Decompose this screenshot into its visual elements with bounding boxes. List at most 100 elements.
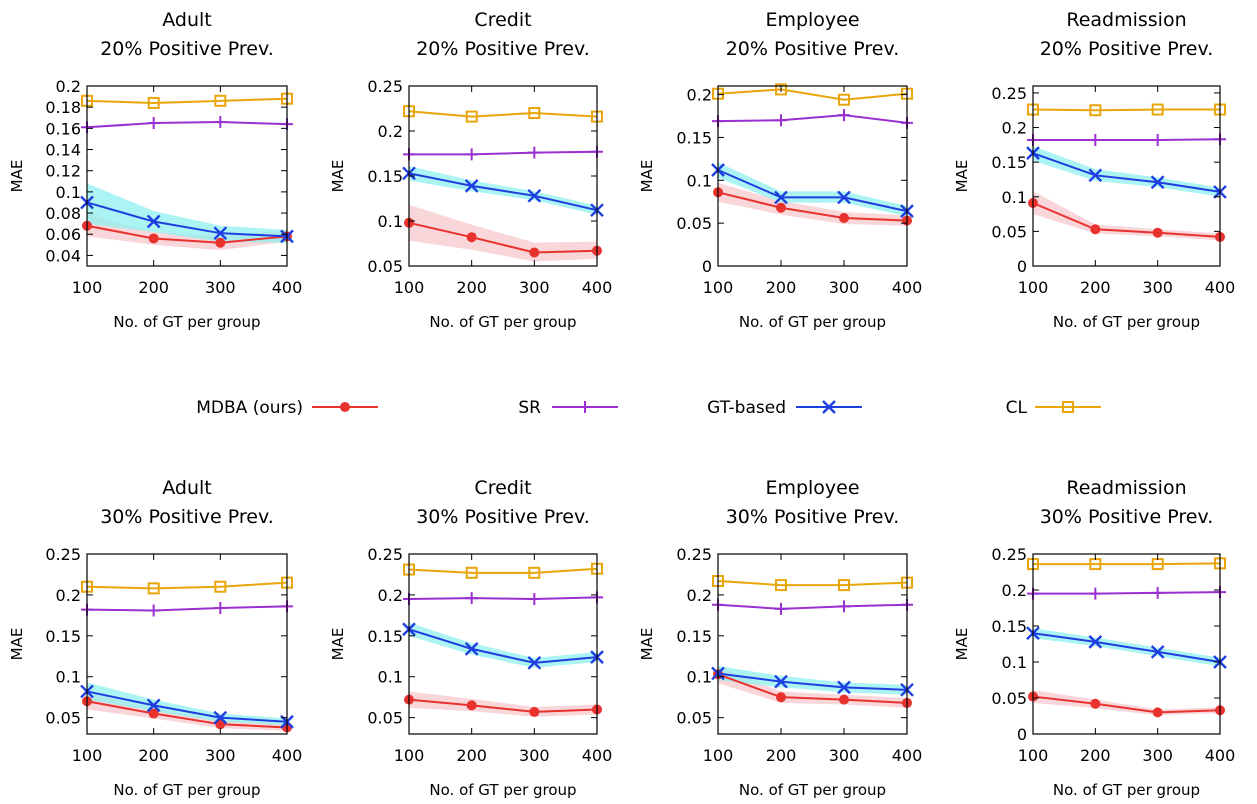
- band-gt-based: [718, 162, 907, 217]
- y-tick-label: 0.2: [687, 586, 712, 605]
- series-line-mdba: [717, 673, 908, 704]
- y-tick-label: 0.1: [687, 171, 712, 190]
- data-point: [1088, 634, 1103, 649]
- data-point: [148, 708, 159, 719]
- data-point: [838, 600, 850, 613]
- data-point: [837, 680, 851, 695]
- chart-subtitle: 20% Positive Prev.: [416, 38, 590, 60]
- legend: MDBA (ours) SR GT-based CL: [196, 398, 1101, 418]
- data-point: [528, 593, 541, 605]
- series-line-cl: [1033, 562, 1221, 566]
- x-tick-label: 300: [205, 746, 236, 765]
- x-tick-label: 200: [766, 746, 797, 765]
- series-line-sr: [86, 605, 288, 612]
- legend-label: CL: [1006, 398, 1028, 418]
- data-point: [1150, 175, 1165, 190]
- y-tick-label: 0.25: [367, 545, 403, 564]
- y-tick-label: 0.05: [367, 709, 403, 728]
- chart-title: Readmission: [1066, 477, 1186, 499]
- x-tick-label: 200: [456, 278, 487, 297]
- series-line-gt-based: [1032, 632, 1221, 663]
- series-line-cl: [408, 110, 598, 118]
- x-tick-label: 100: [1018, 278, 1049, 297]
- y-tick-label: 0.25: [991, 545, 1027, 564]
- data-point: [146, 698, 161, 713]
- plot-frame: [86, 553, 288, 735]
- y-tick-label: 0: [1017, 257, 1027, 276]
- data-point: [775, 579, 787, 592]
- y-tick-label: 0.25: [991, 84, 1027, 103]
- band-mdba: [1033, 191, 1220, 241]
- series-line-gt-based: [408, 172, 598, 212]
- chart-subtitle: 30% Positive Prev.: [416, 506, 590, 528]
- data-point: [527, 188, 542, 203]
- x-axis-label: No. of GT per group: [113, 313, 260, 331]
- band-gt-based: [87, 183, 287, 243]
- y-tick-label: 0.2: [1002, 581, 1027, 600]
- series-line-mdba: [1032, 695, 1221, 714]
- data-point: [839, 694, 849, 705]
- series-line-mdba: [86, 224, 288, 244]
- x-tick-label: 200: [138, 278, 169, 297]
- chart-panel: Employee 30% Positive Prev. 0.05 0.1 0.15 0.2…: [638, 477, 922, 799]
- chart-panel: Readmission 30% Positive Prev. 0 0.05 0.1 0.1…: [953, 477, 1235, 799]
- chart-title: Credit: [474, 477, 531, 499]
- data-point: [775, 114, 787, 127]
- chart-subtitle: 20% Positive Prev.: [100, 38, 274, 60]
- data-point: [1152, 227, 1163, 238]
- x-tick-label: 100: [703, 746, 734, 765]
- x-tick-label: 200: [456, 746, 487, 765]
- y-axis-label: MAE: [953, 160, 971, 193]
- data-point: [529, 706, 540, 717]
- x-axis-label: No. of GT per group: [739, 313, 886, 331]
- legend-label: SR: [518, 398, 541, 418]
- band-mdba: [409, 691, 597, 717]
- series-line-sr: [1033, 591, 1221, 595]
- band-gt-based: [1033, 146, 1220, 197]
- data-point: [214, 580, 227, 593]
- x-axis-label: No. of GT per group: [113, 781, 260, 799]
- chart-title: Readmission: [1066, 9, 1186, 31]
- plot-frame: [1032, 553, 1221, 735]
- y-tick-label: 0.2: [1002, 119, 1027, 138]
- y-tick-label: 0.15: [991, 617, 1027, 636]
- series-line-sr: [1033, 138, 1221, 141]
- data-point: [147, 582, 160, 595]
- series-line-mdba: [1032, 202, 1221, 238]
- x-tick-label: 300: [519, 746, 550, 765]
- x-tick-label: 400: [892, 278, 923, 297]
- data-point: [1090, 224, 1101, 235]
- x-tick-label: 200: [1080, 746, 1111, 765]
- y-axis-label: MAE: [329, 628, 347, 661]
- y-tick-label: 0.15: [367, 627, 403, 646]
- x-tick-label: 100: [1018, 746, 1049, 765]
- chart-subtitle: 20% Positive Prev.: [1040, 38, 1214, 60]
- data-point: [528, 107, 541, 119]
- chart-panel: Readmission 20% Positive Prev. 0 0.05 0.1 0.1…: [953, 9, 1235, 331]
- y-tick-label: 0.2: [687, 86, 712, 105]
- data-point: [527, 655, 542, 670]
- chart-panel: Adult 30% Positive Prev. 0.05 0.1 0.15 0.2 0.2…: [8, 477, 302, 799]
- data-point: [214, 116, 227, 128]
- legend-marker: [340, 402, 350, 412]
- x-axis-label: No. of GT per group: [1053, 313, 1200, 331]
- chart-subtitle: 20% Positive Prev.: [726, 38, 900, 60]
- series-line-sr: [409, 150, 598, 156]
- data-point: [148, 233, 159, 244]
- data-point: [465, 110, 478, 123]
- y-tick-label: 0.05: [676, 214, 712, 233]
- y-tick-label: 0.12: [45, 162, 81, 181]
- y-axis-label: MAE: [8, 160, 26, 193]
- series-line-gt-based: [86, 201, 288, 238]
- y-tick-label: 0.15: [367, 167, 403, 186]
- series-line-cl: [717, 88, 908, 101]
- y-tick-label: 0.05: [367, 257, 403, 276]
- y-tick-label: 0.15: [676, 128, 712, 147]
- data-point: [838, 579, 850, 592]
- data-point: [215, 237, 226, 248]
- data-point: [146, 214, 161, 229]
- y-tick-label: 0.05: [991, 689, 1027, 708]
- data-point: [775, 602, 787, 615]
- series-line-cl: [86, 581, 288, 590]
